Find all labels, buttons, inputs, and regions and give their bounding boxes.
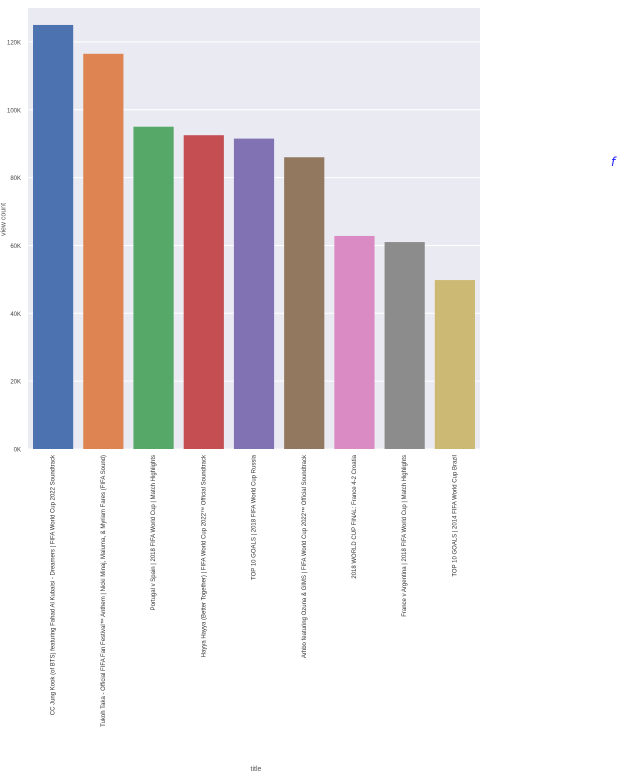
x-tick-label: Arhbo featuring Ozuna & GIMS | FIFA Worl…	[301, 454, 308, 658]
y-tick-label: 20K	[10, 380, 21, 386]
bar	[284, 157, 325, 449]
x-tick-label: 2018 WORLD CUP FINAL: France 4-2 Croatia	[352, 454, 358, 578]
x-axis-label: title	[250, 766, 262, 773]
y-tick-label: 80K	[10, 176, 21, 182]
x-tick-label: Hayya Hayya (Better Together) | FIFA Wor…	[200, 454, 207, 657]
y-tick-label: 0K	[14, 448, 21, 454]
y-tick-labels: 0K 20K 40K 60K 80K 100K 120K	[7, 40, 21, 453]
x-tick-label: CC Jung Kook (of BTS) featuring Fahad Al…	[51, 454, 57, 715]
edge-mark: f	[611, 155, 616, 169]
x-tick-label: France v Argentina | 2018 FIFA World Cup…	[402, 455, 408, 617]
bar	[384, 242, 425, 449]
x-tick-label: TOP 10 GOALS | 2014 FIFA World Cup Brazi…	[452, 455, 458, 577]
bar	[33, 24, 74, 449]
y-tick-label: 40K	[10, 312, 21, 318]
bar	[434, 280, 475, 449]
bar	[133, 126, 174, 449]
x-tick-label: TOP 10 GOALS | 2018 FIFA World Cup Russi…	[252, 454, 258, 580]
bar	[233, 138, 275, 449]
x-tick-label: Portugal v Spain | 2018 FIFA World Cup |…	[151, 455, 157, 610]
bar	[183, 135, 224, 449]
x-tick-labels: CC Jung Kook (of BTS) featuring Fahad Al…	[51, 454, 459, 727]
x-tick-label: Tukoh Taka - Official FIFA Fan Festival™…	[100, 455, 107, 727]
bar	[334, 235, 375, 449]
y-tick-label: 100K	[7, 108, 21, 114]
y-tick-label: 120K	[7, 40, 21, 46]
y-tick-label: 60K	[10, 244, 21, 250]
bars	[33, 24, 475, 450]
y-axis-label: view count	[0, 202, 8, 237]
bar	[83, 53, 124, 450]
